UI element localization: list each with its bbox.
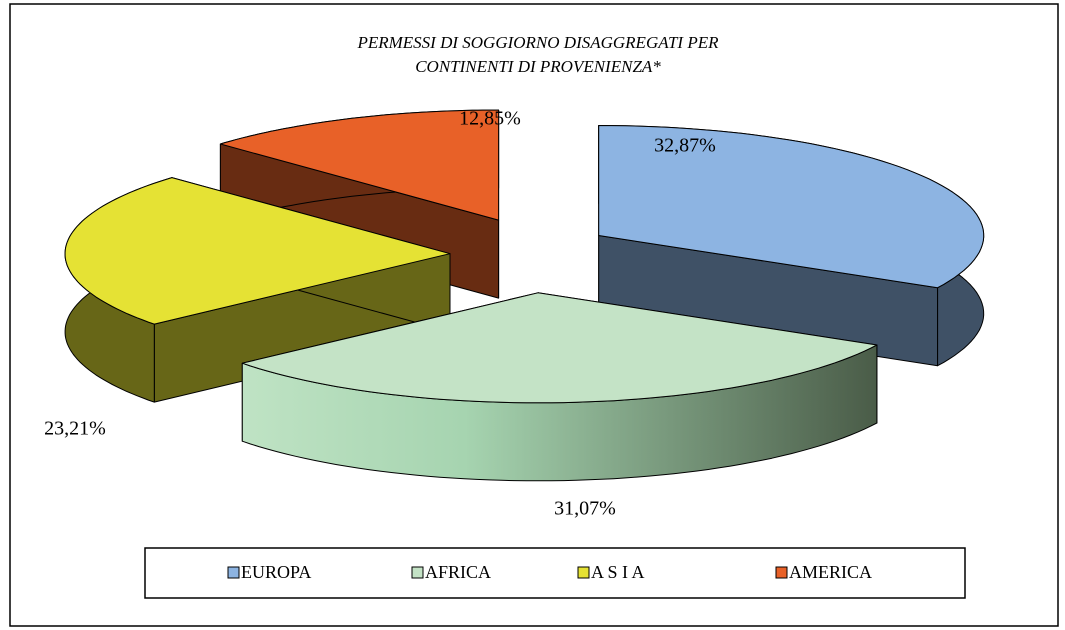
legend-label: AMERICA <box>789 562 872 582</box>
legend-swatch <box>775 566 788 579</box>
data-label: 12,85% <box>459 108 521 130</box>
slice <box>241 292 878 404</box>
slice <box>219 109 500 221</box>
legend-label: EUROPA <box>241 562 311 582</box>
chart-title: CONTINENTI DI PROVENIENZA* <box>415 57 661 76</box>
legend-swatch <box>577 566 590 579</box>
chart-title: PERMESSI DI SOGGIORNO DISAGGREGATI PER <box>356 33 719 52</box>
data-label: 32,87% <box>654 135 716 157</box>
slice <box>64 177 451 325</box>
data-label: 31,07% <box>554 498 616 520</box>
legend-swatch <box>227 566 240 579</box>
data-label: 23,21% <box>44 418 106 440</box>
legend-box <box>144 547 966 599</box>
legend-label: AFRICA <box>425 562 491 582</box>
legend-swatch <box>411 566 424 579</box>
legend-label: A S I A <box>591 562 645 582</box>
slice <box>598 125 985 289</box>
